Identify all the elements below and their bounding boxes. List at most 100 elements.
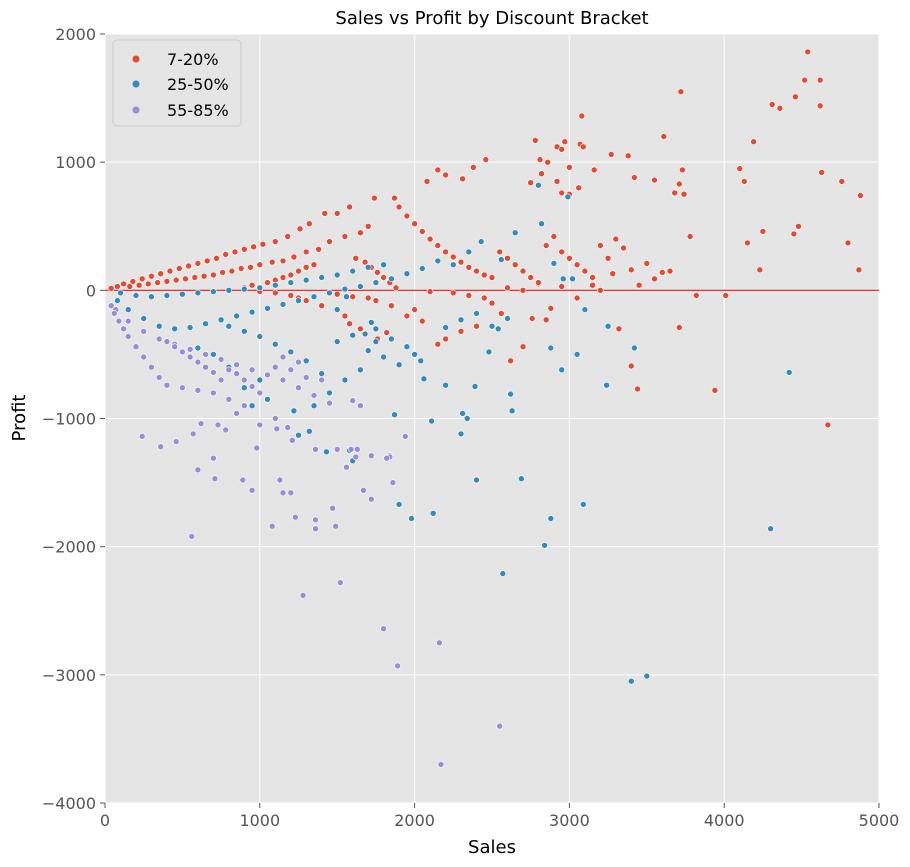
data-point-series-0 (271, 238, 279, 245)
data-point-series-2 (326, 399, 333, 407)
x-tick-label: 0 (100, 811, 110, 830)
data-point-series-0 (818, 169, 826, 176)
data-point-series-0 (566, 254, 573, 262)
data-point-series-2 (352, 453, 360, 461)
data-point-series-0 (589, 274, 596, 281)
data-point-series-0 (531, 137, 539, 144)
data-point-series-0 (473, 322, 480, 330)
data-point-series-1 (287, 279, 295, 286)
data-point-series-1 (418, 265, 426, 272)
data-point-series-0 (497, 310, 505, 317)
data-point-series-0 (271, 289, 279, 297)
data-point-series-1 (569, 275, 576, 283)
data-point-series-1 (367, 319, 375, 326)
data-point-series-0 (535, 279, 542, 286)
data-point-series-2 (111, 310, 118, 317)
data-point-series-1 (179, 290, 186, 298)
axis-ticks: 0 1000 2000 3000 4000 5000 −4000 −3000 −2000 −100… (42, 25, 899, 830)
data-point-series-0 (163, 278, 171, 285)
data-point-series-1 (488, 322, 496, 330)
data-point-series-2 (288, 436, 296, 444)
data-point-series-0 (391, 194, 398, 202)
data-point-series-0 (615, 325, 623, 333)
data-point-series-1 (408, 515, 415, 522)
data-point-series-0 (166, 267, 174, 275)
data-point-series-1 (194, 289, 202, 297)
data-point-series-1 (333, 306, 341, 313)
data-point-series-1 (202, 320, 209, 328)
data-point-series-2 (194, 466, 202, 474)
data-point-series-0 (736, 165, 744, 172)
data-point-series-2 (312, 516, 319, 524)
data-point-series-2 (179, 384, 186, 392)
data-point-series-0 (686, 233, 694, 240)
legend-label-25-50: 25-50% (167, 75, 229, 94)
data-point-series-1 (233, 312, 240, 320)
x-tick-label: 4000 (704, 811, 745, 830)
data-point-series-0 (635, 281, 643, 289)
data-point-series-1 (248, 308, 256, 316)
data-point-series-1 (271, 340, 279, 348)
data-point-series-2 (380, 625, 387, 633)
data-point-series-0 (145, 280, 152, 288)
data-point-series-2 (189, 430, 197, 438)
data-point-series-1 (449, 261, 457, 269)
data-point-series-2 (401, 433, 409, 440)
data-point-series-1 (117, 289, 124, 297)
data-point-series-1 (341, 376, 349, 384)
data-point-series-1 (541, 542, 548, 549)
data-point-series-1 (564, 193, 572, 201)
data-point-series-0 (722, 292, 730, 299)
data-point-series-0 (482, 156, 490, 163)
data-point-series-0 (256, 261, 264, 269)
data-point-series-0 (660, 133, 668, 140)
data-point-series-1 (507, 390, 514, 398)
data-point-series-0 (550, 233, 558, 240)
data-point-series-0 (200, 272, 208, 280)
data-point-series-0 (279, 257, 287, 265)
data-point-series-1 (186, 324, 194, 331)
data-point-series-0 (776, 105, 784, 112)
data-point-series-0 (612, 235, 620, 243)
data-point-series-0 (326, 238, 333, 245)
data-point-series-2 (248, 366, 256, 374)
data-point-series-0 (620, 244, 627, 252)
data-point-series-1 (305, 427, 313, 435)
data-point-series-1 (372, 338, 380, 345)
data-point-series-0 (380, 274, 387, 281)
data-point-series-0 (213, 254, 220, 262)
y-tick-label: −3000 (42, 666, 96, 685)
data-point-series-1 (241, 285, 248, 293)
data-point-series-2 (295, 358, 302, 366)
data-point-series-0 (296, 225, 304, 233)
data-point-series-2 (496, 722, 504, 730)
data-point-series-2 (383, 454, 391, 462)
data-point-series-2 (107, 302, 115, 310)
data-point-series-0 (480, 294, 488, 302)
data-point-series-0 (488, 299, 496, 307)
data-point-series-0 (442, 335, 449, 343)
data-point-series-0 (536, 156, 544, 163)
data-point-series-0 (680, 190, 688, 198)
data-point-series-1 (499, 570, 507, 577)
data-point-series-1 (194, 344, 202, 352)
data-point-series-1 (627, 677, 635, 685)
data-point-series-1 (434, 257, 442, 265)
data-point-series-1 (403, 270, 411, 278)
data-point-series-0 (388, 302, 395, 310)
data-point-series-0 (364, 223, 372, 230)
data-point-series-0 (692, 292, 700, 299)
data-point-series-0 (457, 258, 465, 266)
data-point-series-0 (750, 138, 757, 145)
data-point-series-2 (214, 421, 222, 429)
data-point-series-2 (124, 317, 132, 325)
data-point-series-0 (597, 286, 604, 294)
data-point-series-0 (651, 176, 658, 184)
data-point-series-2 (225, 395, 233, 403)
data-point-series-0 (528, 315, 536, 322)
data-point-series-1 (395, 501, 403, 508)
data-point-series-0 (176, 265, 183, 272)
data-point-series-0 (126, 283, 134, 290)
data-point-series-0 (816, 76, 824, 84)
